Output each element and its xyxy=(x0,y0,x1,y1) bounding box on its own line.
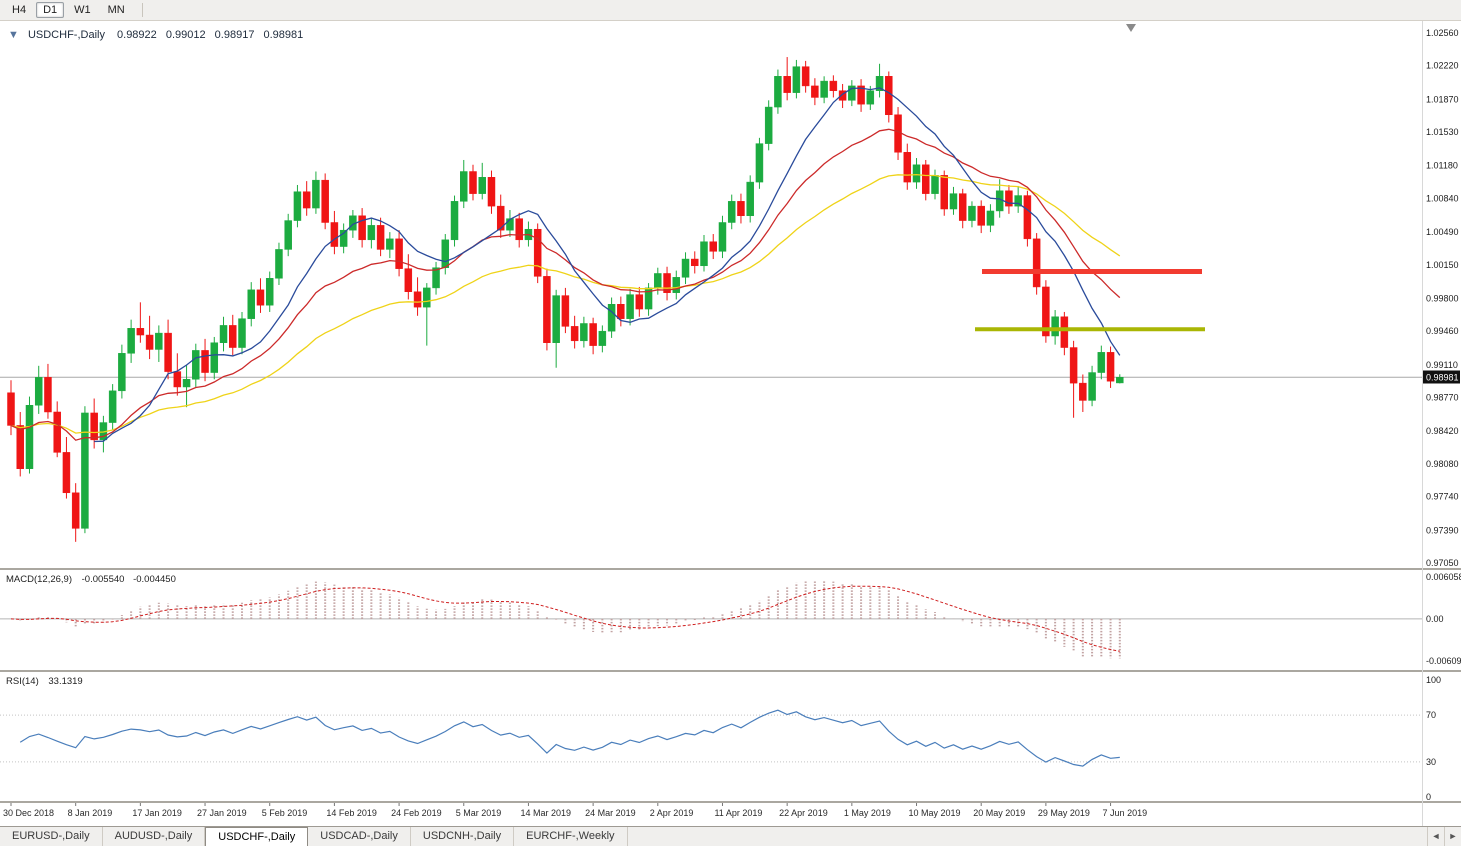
timeframe-w1-button[interactable]: W1 xyxy=(74,4,91,16)
tab-eurchf-weekly[interactable]: EURCHF-,Weekly xyxy=(514,827,628,846)
macd-axis-label: -0.006096 xyxy=(1426,656,1461,666)
timeframe-d1-button[interactable]: D1 xyxy=(36,2,65,18)
current-price-badge: 0.98981 xyxy=(1423,370,1460,384)
tab-usdchf-daily[interactable]: USDCHF-,Daily xyxy=(205,827,309,846)
timeframe-h4-button[interactable]: H4 xyxy=(12,4,27,16)
ma-mid-red-line xyxy=(10,128,1121,441)
price-axis-label: 0.99460 xyxy=(1426,326,1459,336)
rsi-line xyxy=(19,709,1120,767)
macd-main-value: -0.005540 xyxy=(82,574,125,585)
date-axis-label: 24 Mar 2019 xyxy=(585,808,636,818)
ohlc-low: 0.98917 xyxy=(215,29,255,41)
tab-scroll-left-button[interactable]: ◄ xyxy=(1427,827,1444,846)
tab-eurusd-daily[interactable]: EURUSD-,Daily xyxy=(0,827,103,846)
date-axis-label: 27 Jan 2019 xyxy=(197,808,247,818)
chart-generated-layer: 1.02560 1.02220 1.01870 1.01530 1.01180 1.008… xyxy=(0,21,1461,826)
macd-axis-label: 0.006058 xyxy=(1426,572,1461,582)
toolbar-divider xyxy=(141,3,143,17)
price-axis-label: 1.02560 xyxy=(1426,28,1459,38)
candlestick-series xyxy=(7,57,1124,542)
price-axis-label: 0.99110 xyxy=(1426,360,1458,370)
timeframe-mn-button[interactable]: MN xyxy=(107,4,125,16)
rsi-axis-label: 70 xyxy=(1426,710,1436,720)
symbol-dropdown-icon[interactable]: ▼ xyxy=(8,29,19,41)
date-axis-label: 14 Mar 2019 xyxy=(520,808,571,818)
chart-tab-bar: EURUSD-,Daily AUDUSD-,Daily USDCHF-,Dail… xyxy=(0,826,1461,846)
date-axis-label: 2 Apr 2019 xyxy=(650,808,694,818)
date-axis-label: 29 May 2019 xyxy=(1038,808,1090,818)
price-axis-label: 1.02220 xyxy=(1426,61,1459,71)
price-axis-label: 0.98770 xyxy=(1426,393,1459,403)
price-axis-label: 1.00840 xyxy=(1426,193,1459,203)
date-axis-label: 17 Jan 2019 xyxy=(132,808,182,818)
date-axis-label: 10 May 2019 xyxy=(909,808,961,818)
date-axis-label: 5 Mar 2019 xyxy=(456,808,502,818)
price-axis-label: 1.00490 xyxy=(1426,227,1459,237)
date-axis-label: 20 May 2019 xyxy=(973,808,1025,818)
date-axis-label: 5 Feb 2019 xyxy=(262,808,308,818)
date-axis-label: 22 Apr 2019 xyxy=(779,808,828,818)
date-axis-label: 30 Dec 2018 xyxy=(3,808,54,818)
macd-name: MACD(12,26,9) xyxy=(6,574,72,585)
macd-histogram xyxy=(19,581,1121,659)
chart-shift-marker-icon[interactable] xyxy=(1126,24,1136,32)
date-axis-label: 14 Feb 2019 xyxy=(326,808,377,818)
price-axis-label: 1.01530 xyxy=(1426,127,1459,137)
tab-scroll-right-button[interactable]: ► xyxy=(1444,827,1461,846)
ohlc-close: 0.98981 xyxy=(264,29,304,41)
timeframe-toolbar: H4 D1 W1 MN xyxy=(0,0,1461,21)
price-axis-label: 0.98420 xyxy=(1426,426,1459,436)
chart-ohlc-header: ▼ USDCHF-,Daily 0.98922 0.99012 0.98917 … xyxy=(8,29,303,41)
current-price-badge-text: 0.98981 xyxy=(1426,372,1459,382)
date-axis-label: 8 Jan 2019 xyxy=(68,808,113,818)
price-axis-label: 0.97050 xyxy=(1426,558,1459,568)
symbol-name: USDCHF-,Daily xyxy=(28,29,106,41)
rsi-indicator-label: RSI(14) 33.1319 xyxy=(6,676,83,687)
price-axis-label: 0.97740 xyxy=(1426,492,1459,502)
price-axis-label: 0.97390 xyxy=(1426,525,1459,535)
price-axis-label: 0.99800 xyxy=(1426,293,1459,303)
date-axis-label: 24 Feb 2019 xyxy=(391,808,442,818)
tab-bar-spacer xyxy=(628,827,1427,846)
rsi-axis-label: 0 xyxy=(1426,792,1431,802)
rsi-axis-label: 30 xyxy=(1426,757,1436,767)
price-axis-label: 0.98080 xyxy=(1426,459,1459,469)
price-axis-label: 1.01180 xyxy=(1426,161,1458,171)
rsi-name: RSI(14) xyxy=(6,676,39,687)
rsi-axis-label: 100 xyxy=(1426,675,1441,685)
macd-signal-value: -0.004450 xyxy=(133,574,176,585)
macd-axis-label: 0.00 xyxy=(1426,614,1444,624)
tab-usdcad-daily[interactable]: USDCAD-,Daily xyxy=(308,827,411,846)
tab-usdcnh-daily[interactable]: USDCNH-,Daily xyxy=(411,827,515,846)
ma-slow-yellow-line xyxy=(10,173,1121,434)
macd-indicator-label: MACD(12,26,9) -0.005540 -0.004450 xyxy=(6,574,176,585)
ohlc-open: 0.98922 xyxy=(117,29,157,41)
price-axis-label: 1.00150 xyxy=(1426,260,1459,270)
ohlc-high: 0.99012 xyxy=(166,29,206,41)
date-axis-label: 11 Apr 2019 xyxy=(714,808,762,818)
tab-audusd-daily[interactable]: AUDUSD-,Daily xyxy=(103,827,206,846)
ma-fast-blue-line xyxy=(94,87,1121,443)
price-axis-label: 1.01870 xyxy=(1426,94,1459,104)
macd-signal-line xyxy=(10,585,1120,652)
rsi-value: 33.1319 xyxy=(48,676,82,687)
date-axis-label: 1 May 2019 xyxy=(844,808,891,818)
date-axis-label: 7 Jun 2019 xyxy=(1103,808,1148,818)
